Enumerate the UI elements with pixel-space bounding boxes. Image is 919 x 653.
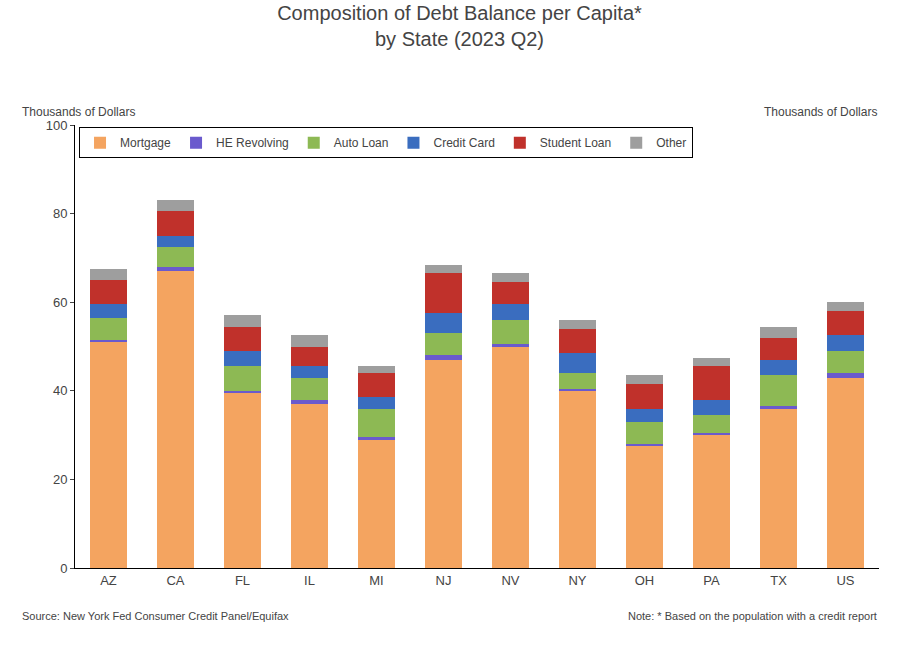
svg-text:IL: IL xyxy=(304,573,315,588)
svg-text:TX: TX xyxy=(770,573,787,588)
svg-text:OH: OH xyxy=(635,573,655,588)
svg-text:100: 100 xyxy=(46,118,68,133)
svg-text:FL: FL xyxy=(235,573,250,588)
svg-text:NY: NY xyxy=(568,573,586,588)
svg-text:Other: Other xyxy=(656,136,686,150)
svg-text:Note: * Based on the populatio: Note: * Based on the population with a c… xyxy=(628,610,877,622)
svg-text:Credit Card: Credit Card xyxy=(433,136,494,150)
svg-text:Student Loan: Student Loan xyxy=(540,136,611,150)
svg-text:HE Revolving: HE Revolving xyxy=(216,136,289,150)
svg-text:Thousands of Dollars: Thousands of Dollars xyxy=(22,105,135,119)
svg-text:Source: New York Fed Consumer: Source: New York Fed Consumer Credit Pan… xyxy=(22,610,289,622)
svg-text:MI: MI xyxy=(369,573,383,588)
svg-text:AZ: AZ xyxy=(100,573,117,588)
svg-text:0: 0 xyxy=(60,561,67,576)
svg-text:NJ: NJ xyxy=(436,573,452,588)
svg-text:CA: CA xyxy=(166,573,184,588)
svg-text:Auto Loan: Auto Loan xyxy=(334,136,389,150)
svg-text:PA: PA xyxy=(703,573,720,588)
svg-text:NV: NV xyxy=(501,573,519,588)
svg-text:60: 60 xyxy=(53,295,67,310)
svg-text:US: US xyxy=(836,573,854,588)
svg-text:80: 80 xyxy=(53,206,67,221)
svg-text:Thousands of Dollars: Thousands of Dollars xyxy=(764,105,877,119)
svg-text:20: 20 xyxy=(53,472,67,487)
svg-text:Mortgage: Mortgage xyxy=(120,136,171,150)
svg-text:40: 40 xyxy=(53,383,67,398)
svg-text:Composition of Debt Balance pe: Composition of Debt Balance per Capita*b… xyxy=(277,2,642,50)
